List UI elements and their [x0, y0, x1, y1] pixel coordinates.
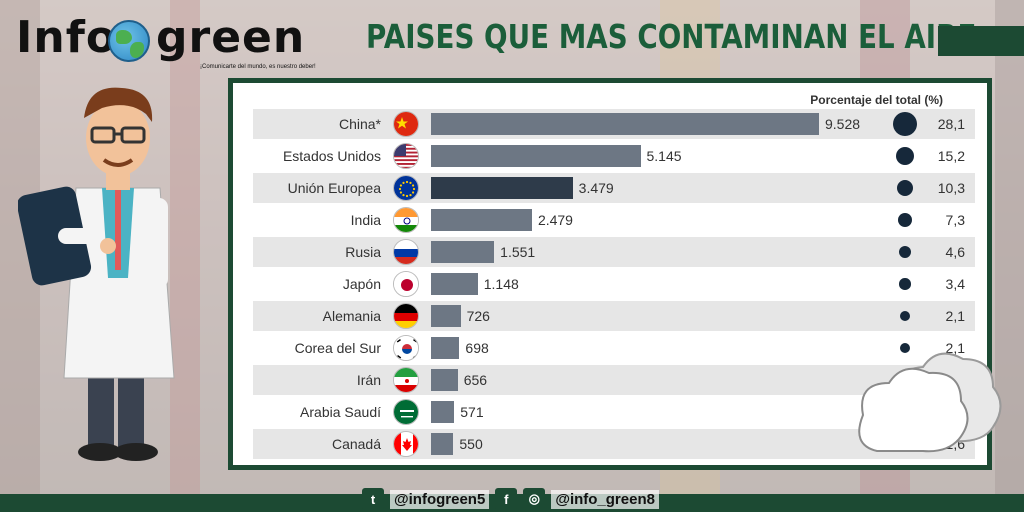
chart-card: Porcentaje del total (%) China* 9.528 28,1…: [228, 78, 1002, 470]
chart-row: India 2.479 7,3: [253, 205, 975, 235]
bar-value-label: 2.479: [537, 212, 573, 228]
chart-row: Estados Unidos 5.145 15,2: [253, 141, 975, 171]
page-title-wrap: PAISES QUE MAS CONTAMINAN EL AIRE: [366, 14, 1024, 60]
category-label: Unión Europea: [287, 180, 381, 196]
eu-flag-icon: [393, 175, 419, 201]
bar-value-label: 3.479: [578, 180, 614, 196]
percentage-label: 2,1: [945, 340, 965, 356]
category-label: Rusia: [345, 244, 381, 260]
bar: [431, 145, 641, 167]
percentage-column-header: Porcentaje del total (%): [810, 93, 943, 107]
bar: [431, 369, 458, 391]
logo-text-left: Info: [16, 12, 118, 63]
chart-row: China* 9.528 28,1: [253, 109, 975, 139]
chart-row: Rusia 1.551 4,6: [253, 237, 975, 267]
percentage-dot: [893, 112, 917, 136]
bar-value-label: 9.528: [825, 116, 861, 132]
bar-value-label: 1.551: [500, 244, 536, 260]
india-flag-icon: [393, 207, 419, 233]
percentage-label: 2,1: [945, 308, 965, 324]
percentage-dot: [899, 342, 911, 354]
germany-flag-icon: [393, 303, 419, 329]
bar: [431, 401, 455, 423]
bar: [431, 209, 532, 231]
percentage-label: 4,6: [945, 244, 965, 260]
chart-row: Corea del Sur 698 2,1: [253, 333, 975, 363]
russia-flag-icon: [393, 239, 419, 265]
bar-value-label: 5.145: [646, 148, 682, 164]
scientist-character-illustration: [18, 87, 175, 461]
social-links: t @infogreen5 f ◎ @info_green8: [362, 486, 659, 512]
title-accent-bar: [938, 26, 1024, 56]
percentage-dot: [899, 310, 911, 322]
bar: [431, 433, 454, 455]
category-label: Irán: [356, 372, 381, 388]
category-label: Canadá: [331, 436, 381, 452]
bar-value-label: 726: [466, 308, 490, 324]
bar-value-label: 550: [459, 436, 483, 452]
percentage-dot: [899, 278, 911, 290]
category-label: Corea del Sur: [294, 340, 381, 356]
infogreen-logo: Info green ¡Comunicarte del mundo, es nu…: [16, 12, 316, 72]
category-label: Arabia Saudí: [300, 404, 381, 420]
category-label: Alemania: [322, 308, 381, 324]
percentage-dot: [898, 245, 912, 259]
bar-value-label: 1.148: [483, 276, 519, 292]
japan-flag-icon: [393, 271, 419, 297]
bar-value-label: 571: [460, 404, 484, 420]
percentage-dot: [895, 146, 915, 166]
percentage-dot: [897, 212, 913, 228]
category-label: Japón: [342, 276, 381, 292]
percentage-label: 7,3: [945, 212, 965, 228]
percentage-label: 3,4: [945, 276, 965, 292]
cloud-icon: [858, 352, 1002, 453]
china-flag-icon: [393, 111, 419, 137]
iran-flag-icon: [393, 367, 419, 393]
bar: [431, 305, 461, 327]
usa-flag-icon: [393, 143, 419, 169]
chart-row: Alemania 726 2,1: [253, 301, 975, 331]
facebook-icon[interactable]: f: [495, 488, 518, 510]
bar: [431, 273, 478, 295]
instagram-icon[interactable]: ◎: [523, 488, 546, 510]
saudi-arabia-flag-icon: [393, 399, 419, 425]
globe-icon: [108, 20, 150, 62]
percentage-label: 28,1: [937, 116, 965, 132]
percentage-label: 10,3: [937, 180, 965, 196]
page-title: PAISES QUE MAS CONTAMINAN EL AIRE: [366, 17, 977, 56]
percentage-dot: [896, 179, 914, 197]
bar: [431, 113, 819, 135]
twitter-icon[interactable]: t: [362, 488, 384, 510]
canada-flag-icon: [393, 431, 419, 457]
bar: [431, 177, 573, 199]
chart-row: Japón 1.148 3,4: [253, 269, 975, 299]
category-label: China*: [338, 116, 381, 132]
twitter-handle[interactable]: @infogreen5: [390, 489, 490, 509]
facebook-instagram-handle[interactable]: @info_green8: [551, 489, 659, 509]
bar: [431, 337, 460, 359]
bar: [431, 241, 495, 263]
bar-value-label: 656: [463, 372, 488, 388]
south-korea-flag-icon: [393, 335, 419, 361]
logo-slogan: ¡Comunicarte del mundo, es nuestro deber…: [200, 64, 316, 70]
category-label: India: [350, 212, 381, 228]
bar-value-label: 698: [465, 340, 489, 356]
percentage-label: 15,2: [937, 148, 965, 164]
category-label: Estados Unidos: [282, 148, 381, 164]
logo-text-right: green: [156, 12, 306, 63]
chart-row: Unión Europea 3.479 10,3: [253, 173, 975, 203]
